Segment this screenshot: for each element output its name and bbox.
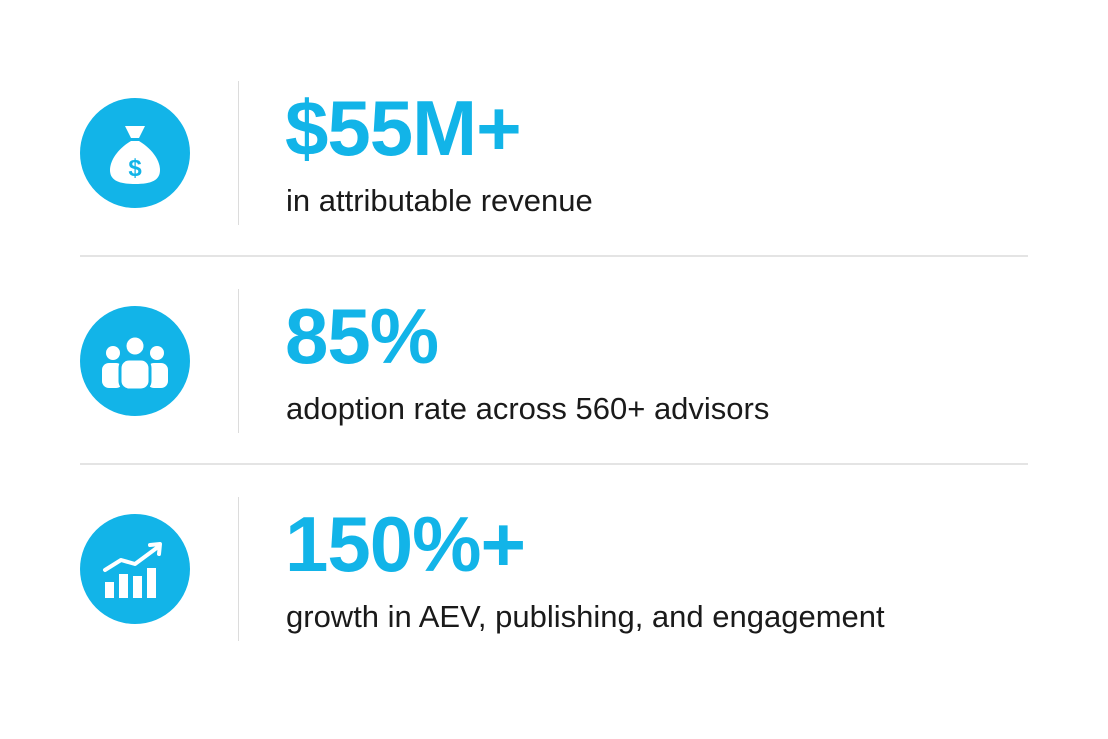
stat-adoption: 85% adoption rate across 560+ advisors bbox=[0, 256, 1108, 464]
svg-text:$: $ bbox=[128, 155, 142, 182]
people-group-icon bbox=[80, 306, 190, 416]
row-divider bbox=[80, 255, 1028, 257]
row-divider bbox=[80, 463, 1028, 465]
money-bag-icon: $ bbox=[80, 98, 190, 208]
stat-value: $55M+ bbox=[285, 84, 522, 172]
stat-description: in attributable revenue bbox=[286, 183, 593, 218]
growth-chart-icon bbox=[80, 514, 190, 624]
stat-value: 85% bbox=[285, 292, 439, 380]
stat-growth: 150%+ growth in AEV, publishing, and eng… bbox=[0, 464, 1108, 672]
stat-value: 150%+ bbox=[285, 500, 526, 588]
vertical-divider bbox=[238, 81, 239, 225]
stat-description: growth in AEV, publishing, and engagemen… bbox=[286, 599, 885, 634]
stat-revenue: $ $55M+ in attributable revenue bbox=[0, 48, 1108, 256]
stat-description: adoption rate across 560+ advisors bbox=[286, 391, 770, 426]
vertical-divider bbox=[238, 497, 239, 641]
vertical-divider bbox=[238, 289, 239, 433]
